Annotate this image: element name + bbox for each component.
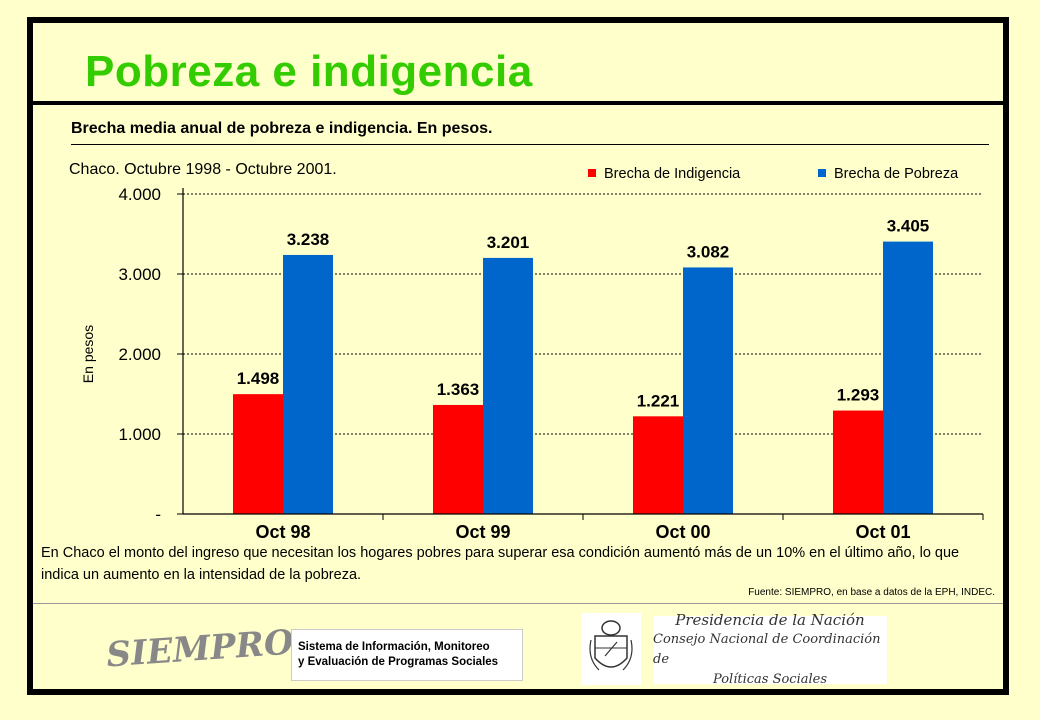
x-tick-label: Oct 98 — [255, 522, 310, 542]
data-label: 1.363 — [437, 380, 480, 399]
bar-chart: - 1.000 2.000 3.000 4.000 En pesos Oct 98 Oct 9… — [80, 166, 984, 542]
slide-frame: Pobreza e indigencia Brecha media anual … — [27, 17, 1009, 695]
siempro-logo: SIEMPRO — [105, 610, 295, 688]
presidencia-line1: Presidencia de la Nación — [675, 611, 865, 629]
bar — [633, 416, 683, 514]
bar — [683, 267, 733, 514]
y-tick-label: 3.000 — [118, 265, 161, 284]
x-tick-label: Oct 01 — [855, 522, 910, 542]
presidencia-logo: Presidencia de la Nación Consejo Naciona… — [653, 611, 887, 687]
data-label: 3.405 — [887, 217, 930, 236]
coat-of-arms-icon — [581, 613, 641, 685]
sistema-logo: Sistema de Información, Monitoreo y Eval… — [291, 629, 523, 681]
data-label: 1.498 — [237, 369, 280, 388]
y-tick-label: - — [155, 505, 161, 524]
subtitle-divider — [71, 144, 989, 145]
x-tick-label: Oct 99 — [455, 522, 510, 542]
legend-label: Brecha de Indigencia — [604, 166, 741, 182]
footer-divider — [33, 603, 1003, 604]
legend-swatch — [588, 169, 596, 177]
region-label: Chaco. Octubre 1998 - Octubre 2001. — [69, 161, 337, 178]
data-label: 3.082 — [687, 242, 730, 261]
bar — [233, 394, 283, 514]
slide-title: Pobreza e indigencia — [85, 47, 533, 96]
x-tick-label: Oct 00 — [655, 522, 710, 542]
chart-subtitle: Brecha media anual de pobreza e indigenc… — [71, 120, 493, 137]
bar — [433, 404, 483, 514]
sistema-logo-line2: y Evaluación de Programas Sociales — [298, 656, 499, 668]
y-tick-label: 2.000 — [118, 345, 161, 364]
legend: Brecha de Indigencia Brecha de Pobreza — [588, 166, 959, 182]
source-note: Fuente: SIEMPRO, en base a datos de la E… — [748, 587, 995, 598]
legend-label: Brecha de Pobreza — [834, 166, 959, 182]
axes: - 1.000 2.000 3.000 4.000 En pesos Oct 98 Oct 9… — [80, 185, 984, 542]
siempro-logo-text: SIEMPRO — [105, 622, 295, 676]
data-label: 3.201 — [487, 233, 530, 252]
y-axis-label: En pesos — [80, 325, 96, 383]
bar — [483, 257, 533, 514]
title-divider — [33, 101, 1003, 105]
bar — [883, 241, 933, 514]
presidencia-line3: Políticas Sociales — [712, 672, 828, 687]
presidencia-line2: Consejo Nacional de Coordinación de — [653, 632, 881, 667]
legend-swatch — [818, 169, 826, 177]
labels: 1.498 3.238 1.363 3.201 1.221 3.082 1.293 3.405 — [237, 217, 930, 411]
bars — [233, 241, 933, 514]
sistema-logo-line1: Sistema de Información, Monitoreo — [298, 641, 490, 653]
data-label: 1.293 — [837, 386, 880, 405]
bar — [283, 254, 333, 514]
y-tick-label: 4.000 — [118, 185, 161, 204]
data-label: 3.238 — [287, 230, 330, 249]
analysis-note: En Chaco el monto del ingreso que necesi… — [41, 545, 960, 583]
data-label: 1.221 — [637, 391, 680, 410]
y-tick-label: 1.000 — [118, 425, 161, 444]
bar — [833, 410, 883, 514]
